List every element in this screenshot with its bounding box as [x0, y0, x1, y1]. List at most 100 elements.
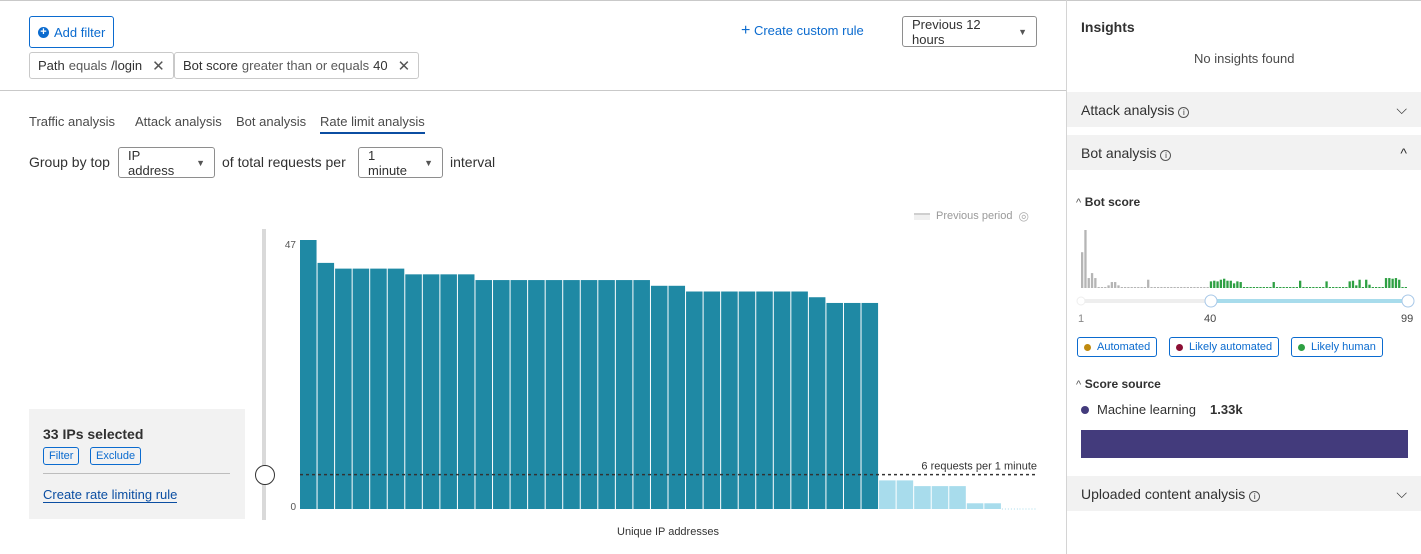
histogram-bar [1394, 278, 1398, 288]
bar[interactable] [738, 291, 756, 509]
header-divider [0, 90, 1066, 91]
filter-chip-path[interactable]: Path equals /login ✕ [29, 52, 174, 79]
histogram-bar [1345, 287, 1348, 288]
bar[interactable] [721, 291, 738, 509]
add-filter-button[interactable]: + Add filter [29, 16, 114, 48]
group-by-middle-label: of total requests per [222, 154, 346, 170]
bar[interactable] [300, 240, 317, 509]
histogram-bar [1236, 281, 1239, 288]
bar[interactable] [633, 280, 650, 509]
bar[interactable] [615, 280, 633, 509]
legend-likely-human[interactable]: Likely human [1291, 337, 1383, 357]
bar[interactable] [984, 503, 1001, 509]
group-by-field-select[interactable]: IP address ▼ [118, 147, 215, 178]
insights-title: Insights [1081, 19, 1135, 35]
bar[interactable] [545, 280, 563, 509]
histogram-bar [1381, 287, 1384, 288]
create-rate-limiting-rule-link[interactable]: Create rate limiting rule [43, 487, 178, 503]
bar[interactable] [686, 291, 703, 509]
histogram-bar [1368, 284, 1371, 288]
close-icon[interactable]: ✕ [152, 57, 165, 75]
bot-score-header[interactable]: ^ Bot score [1076, 194, 1140, 209]
chevron-down-icon: ⌵ [1396, 485, 1407, 501]
histogram-bar [1196, 287, 1199, 288]
uploaded-content-accordion[interactable]: Uploaded content analysis i ⌵ [1067, 476, 1421, 511]
bar[interactable] [808, 297, 826, 509]
bar[interactable] [440, 274, 457, 509]
histogram-bar [1120, 287, 1123, 288]
exclude-button[interactable]: Exclude [90, 447, 142, 465]
bar[interactable] [457, 274, 475, 509]
tab-attack-analysis[interactable]: Attack analysis [135, 114, 222, 129]
histogram-bar [1332, 287, 1335, 288]
histogram-bar [1388, 278, 1391, 288]
tab-rate-limit-analysis[interactable]: Rate limit analysis [320, 114, 425, 134]
bar[interactable] [703, 291, 721, 509]
range-high-handle[interactable] [1401, 294, 1415, 308]
bar[interactable] [335, 268, 352, 509]
bar[interactable] [493, 280, 510, 509]
legend-likely-automated[interactable]: Likely automated [1169, 337, 1280, 357]
chevron-up-icon: ^ [1076, 197, 1082, 209]
legend-label: Automated [1097, 341, 1151, 353]
bar[interactable] [510, 280, 528, 509]
score-source-header[interactable]: ^ Score source [1076, 376, 1161, 391]
bar[interactable] [791, 291, 808, 509]
bar[interactable] [475, 280, 493, 509]
filter-chip-bot-score[interactable]: Bot score greater than or equals 40 ✕ [174, 52, 420, 79]
bar[interactable] [914, 486, 931, 509]
histogram-bar [1209, 281, 1213, 288]
bar[interactable] [598, 280, 615, 509]
bar[interactable] [949, 486, 966, 509]
range-low-handle[interactable] [1204, 294, 1218, 308]
info-icon[interactable]: i [1178, 106, 1190, 118]
bar[interactable] [405, 274, 422, 509]
threshold-slider-track[interactable] [262, 229, 266, 520]
interval-select[interactable]: 1 minute ▼ [358, 147, 443, 178]
tab-bot-analysis[interactable]: Bot analysis [236, 114, 307, 129]
bar[interactable] [966, 503, 984, 509]
filter-button[interactable]: Filter [43, 447, 80, 465]
bar[interactable] [861, 302, 879, 509]
plus-circle-icon: + [38, 26, 49, 38]
bar[interactable] [826, 302, 843, 509]
bar[interactable] [879, 480, 896, 509]
attack-analysis-accordion[interactable]: Attack analysis i ⌵ [1067, 92, 1421, 127]
histogram-bar [1355, 285, 1358, 288]
bar[interactable] [580, 280, 598, 509]
create-custom-rule-link[interactable]: + Create custom rule [741, 22, 864, 40]
histogram-bar [1117, 285, 1120, 288]
histogram-bar [1156, 287, 1160, 288]
histogram-bar [1186, 287, 1189, 288]
bar[interactable] [896, 480, 914, 509]
bar[interactable] [370, 268, 387, 509]
eye-icon[interactable]: ◎ [1018, 209, 1029, 223]
bot-analysis-accordion[interactable]: Bot analysis i ^ [1067, 135, 1421, 170]
bar[interactable] [668, 285, 686, 509]
bar[interactable] [756, 291, 773, 509]
histogram-bar [1292, 287, 1295, 288]
info-icon[interactable]: i [1160, 149, 1172, 161]
histogram-bar [1305, 287, 1308, 288]
close-icon[interactable]: ✕ [397, 57, 411, 75]
bar[interactable] [352, 268, 370, 509]
info-icon[interactable]: i [1249, 490, 1261, 502]
bar[interactable] [317, 262, 335, 509]
bar[interactable] [650, 285, 668, 509]
histogram-bar [1104, 287, 1107, 288]
bar[interactable] [387, 268, 405, 509]
bar[interactable] [528, 280, 545, 509]
tab-traffic-analysis[interactable]: Traffic analysis [29, 114, 115, 129]
histogram-bar [1242, 287, 1246, 288]
bar[interactable] [931, 486, 949, 509]
time-range-select[interactable]: Previous 12 hours ▼ [902, 16, 1037, 47]
bar[interactable] [773, 291, 791, 509]
bar[interactable] [843, 302, 861, 509]
legend-automated[interactable]: Automated [1077, 337, 1158, 357]
histogram-bar [1123, 287, 1127, 288]
threshold-slider-handle[interactable] [255, 464, 275, 485]
previous-period-legend[interactable]: Previous period ◎ [914, 209, 1029, 223]
bar[interactable] [422, 274, 440, 509]
bar[interactable] [563, 280, 580, 509]
filter-operator: equals [68, 58, 108, 73]
